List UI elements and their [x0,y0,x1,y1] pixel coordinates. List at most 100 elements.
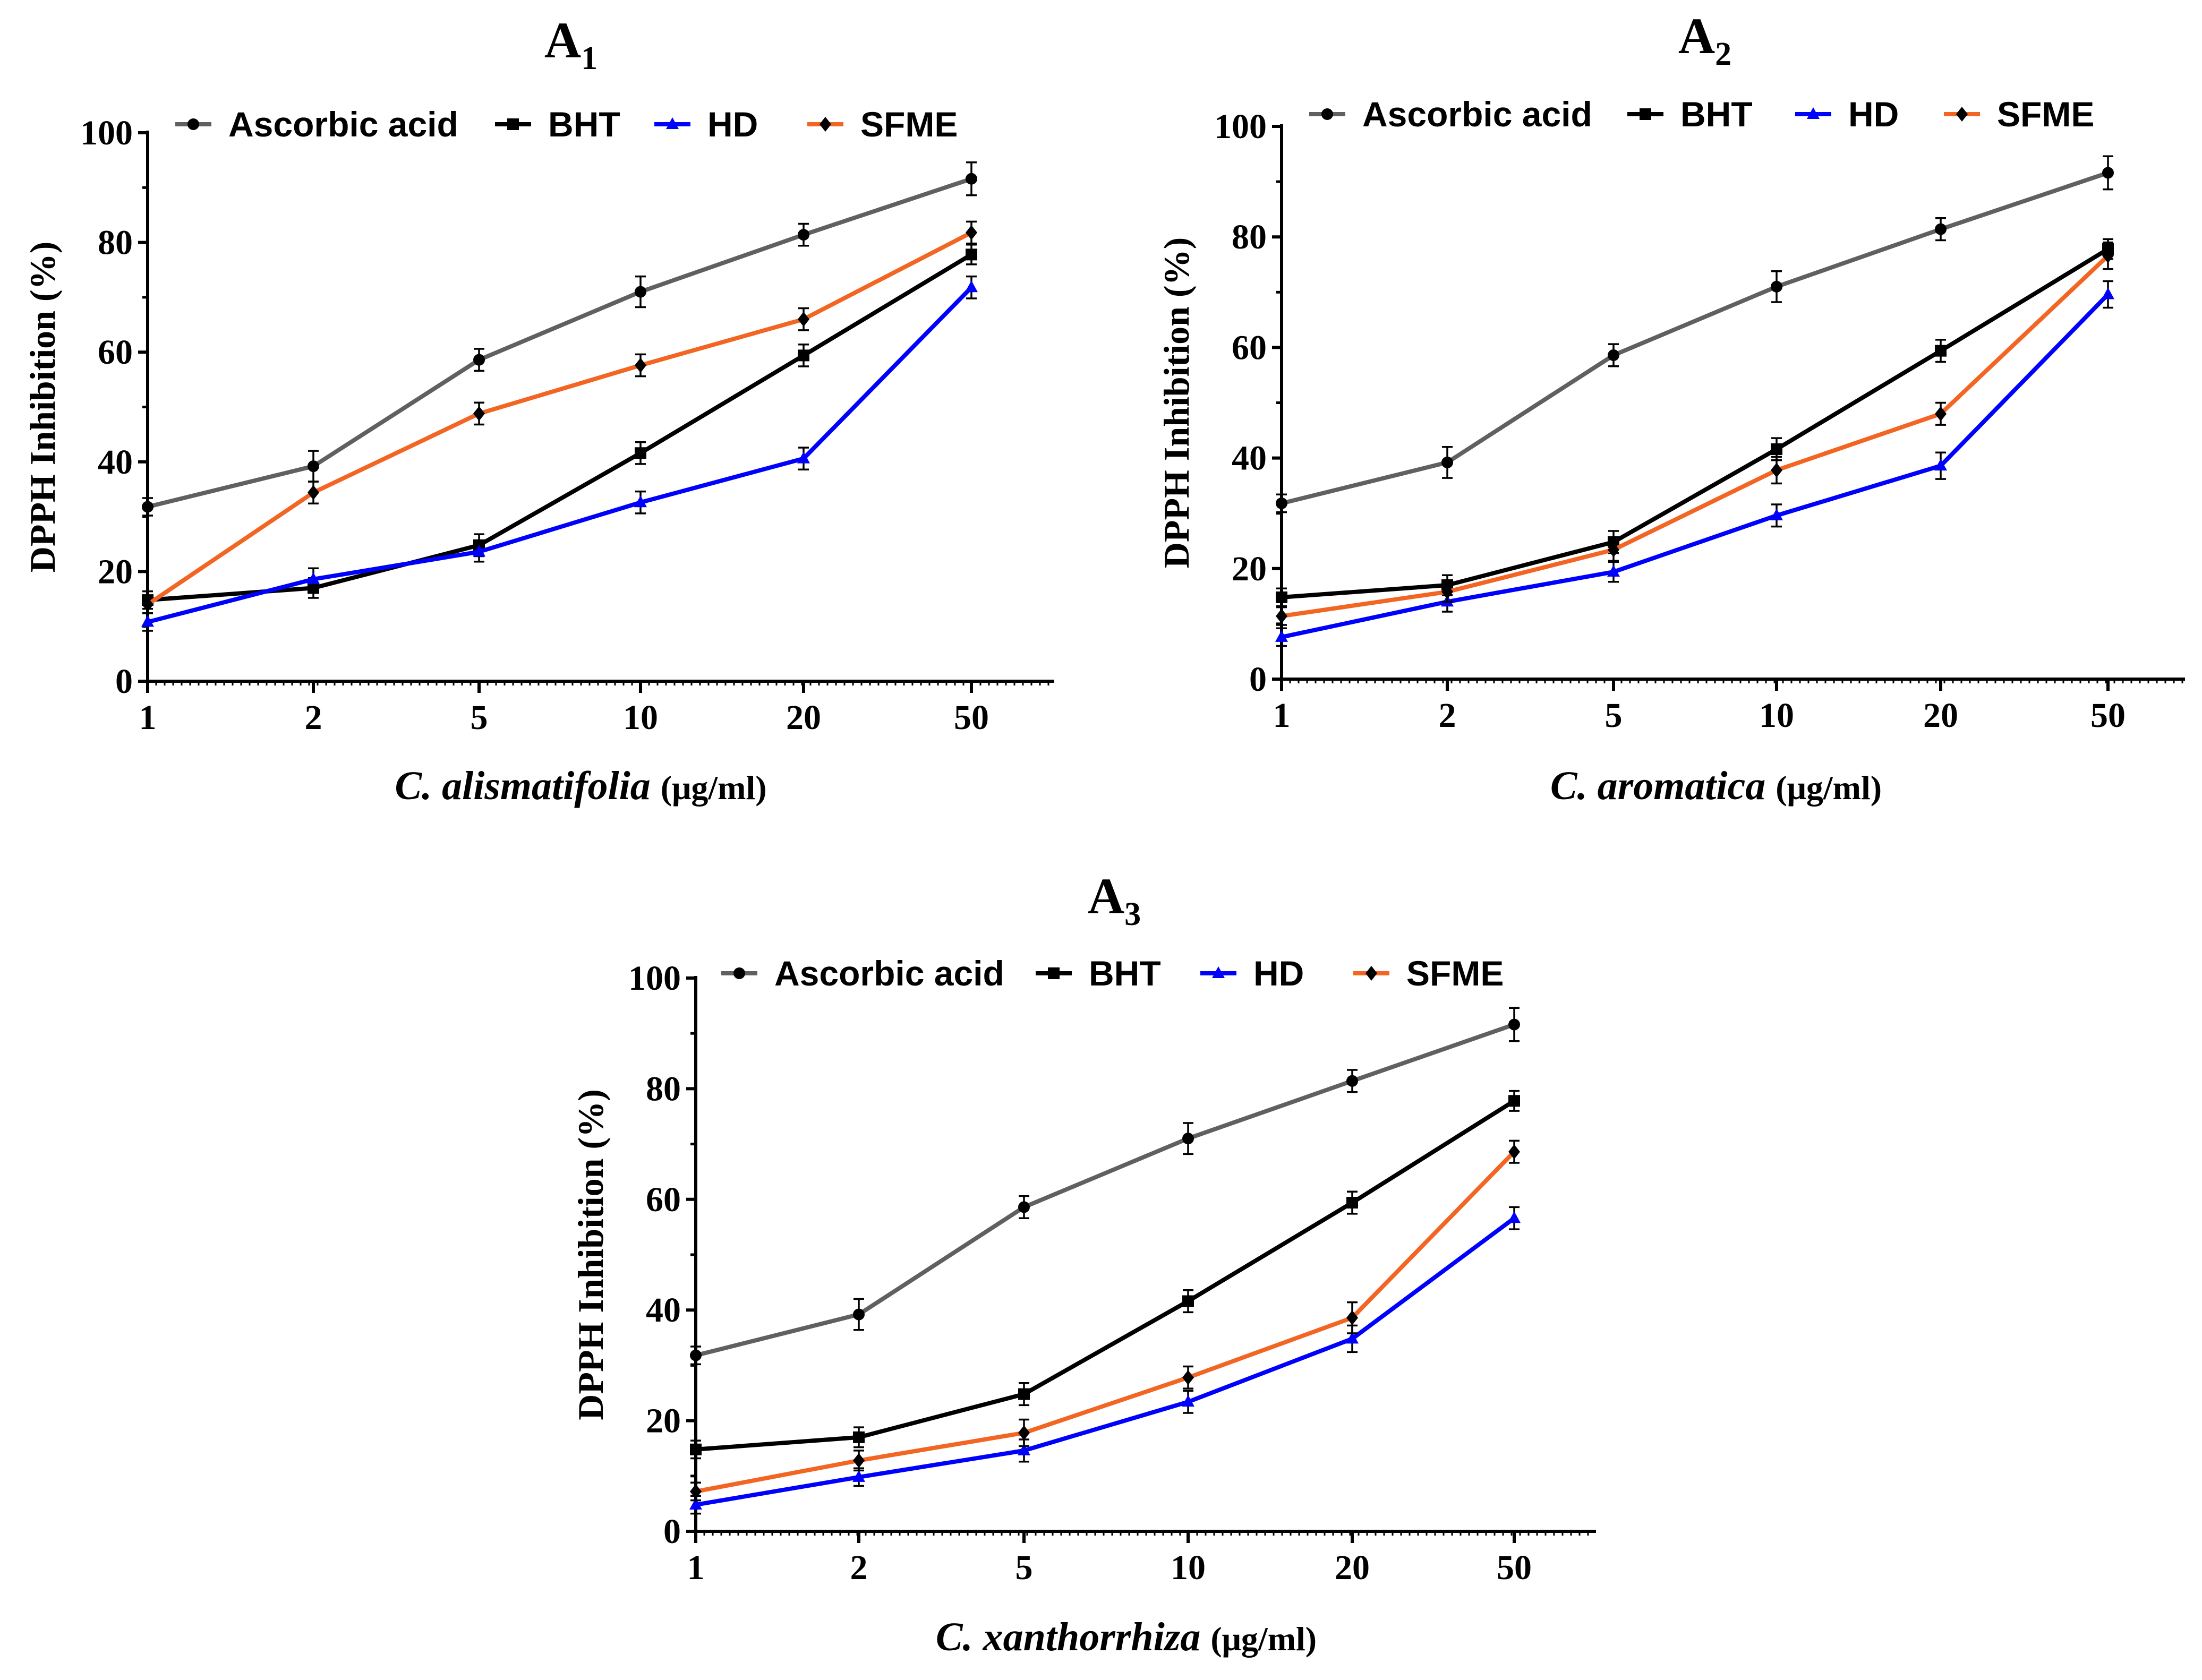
y-tick-label: 0 [115,662,133,701]
panel-title: A3 [1088,868,1141,932]
series-line [1281,247,2110,599]
series-hd [1275,280,2114,647]
series-line [1281,170,2109,505]
y-tick-label: 100 [1214,107,1267,146]
data-point-marker [635,447,646,459]
legend-item-sfme: SFME [1353,954,1504,993]
y-tick-label: 60 [646,1180,681,1219]
series-sfme [690,1139,1520,1502]
data-point-marker [2102,248,2114,263]
data-point-marker [308,485,319,500]
data-point-marker [1048,967,1060,979]
legend-item-sfme: SFME [807,105,958,144]
data-point-marker [1365,966,1377,981]
series-line [147,176,972,509]
x-tick-label: 1 [687,1548,705,1587]
data-point-marker [797,451,810,464]
legend-label: BHT [1680,95,1753,134]
y-tick-label: 20 [646,1402,681,1441]
data-point-marker [187,118,199,130]
legend-item-ascorbic-acid: Ascorbic acid [1309,95,1592,134]
data-point-marker [635,286,646,298]
data-point-marker [690,1443,702,1455]
legend-item-hd: HD [654,105,758,144]
y-tick-label: 80 [1232,218,1267,256]
legend-label: SFME [860,105,958,144]
series-line [1281,293,2110,639]
data-point-marker [1018,1201,1030,1213]
series-line [695,1099,1516,1452]
data-point-marker [2102,167,2114,179]
data-point-marker [853,1431,865,1443]
series-line [695,1216,1516,1507]
data-point-marker [852,1470,865,1482]
data-point-marker [798,312,809,327]
data-point-marker [1182,1370,1194,1385]
x-tick-label: 5 [1605,696,1623,735]
x-axis-title-unit: (μg/ml) [1776,769,1882,807]
x-tick-label: 10 [623,698,658,737]
data-point-marker [853,1308,865,1321]
y-axis-title: DPPH Inhibition (%) [1156,237,1197,568]
data-point-marker [1771,462,1782,478]
data-point-marker [473,545,485,557]
panel-title: A1 [544,12,598,76]
legend-item-bht: BHT [495,105,620,144]
y-tick-label: 60 [1232,328,1267,367]
y-axis-title: DPPH Inhibition (%) [570,1089,611,1420]
x-axis-title-species: C. xanthorrhiza [936,1615,1210,1659]
x-tick-label: 2 [850,1548,868,1587]
series-sfme [142,220,977,614]
data-point-marker [1182,1295,1194,1307]
series-sfme [1276,241,2114,626]
data-point-marker [1182,1395,1194,1407]
y-axis-title: DPPH Inhibition (%) [22,242,63,572]
data-point-marker [142,597,153,612]
data-point-marker [1321,108,1333,120]
series-ascorbic-acid [690,1007,1520,1366]
data-point-marker [1346,1075,1358,1087]
legend: Ascorbic acid BHT HD SFME [175,105,958,144]
panel-title-letter: A [1678,7,1715,64]
x-axis-title-species: C. alismatifolia [395,764,660,808]
series-line [147,252,973,603]
data-point-marker [1275,630,1288,642]
panel-title-subscript: 1 [581,40,598,76]
x-tick-label: 20 [1923,696,1958,735]
data-point-marker [1607,565,1620,577]
x-tick-label: 50 [1497,1548,1532,1587]
data-point-marker [690,1349,702,1361]
legend-label: Ascorbic acid [228,105,458,144]
y-tick-label: 60 [98,333,133,372]
data-point-marker [1935,406,1947,422]
data-point-marker [966,225,977,241]
data-point-marker [1018,1443,1030,1455]
data-point-marker [1276,497,1287,509]
legend-item-ascorbic-acid: Ascorbic acid [721,954,1004,993]
x-tick-label: 50 [954,698,989,737]
data-point-marker [1182,1133,1194,1145]
legend-label: BHT [548,105,620,144]
data-point-marker [2102,287,2114,299]
data-point-marker [635,357,646,373]
data-point-marker [733,967,745,979]
data-point-marker [1608,542,1619,558]
legend-item-hd: HD [1200,954,1304,993]
data-point-marker [690,1484,702,1499]
data-point-marker [1934,459,1947,471]
y-tick-label: 0 [1249,660,1267,699]
x-tick-label: 2 [305,698,322,737]
chart-panel-3: A3 0 20 40 60 80 100 1 2 5 10 20 50 DPPH Inhibition (… [570,868,1596,1659]
x-tick-label: 10 [1759,696,1794,735]
data-point-marker [1508,1095,1520,1107]
legend-item-bht: BHT [1036,954,1161,993]
y-tick-label: 100 [80,114,133,152]
data-point-marker [853,1453,865,1468]
legend: Ascorbic acid BHT HD SFME [1309,95,2094,134]
legend-label: SFME [1997,95,2094,134]
x-axis-title-unit: (μg/ml) [661,769,767,807]
data-point-marker [473,406,485,421]
data-point-marker [1441,456,1453,468]
legend-label: SFME [1406,954,1504,993]
